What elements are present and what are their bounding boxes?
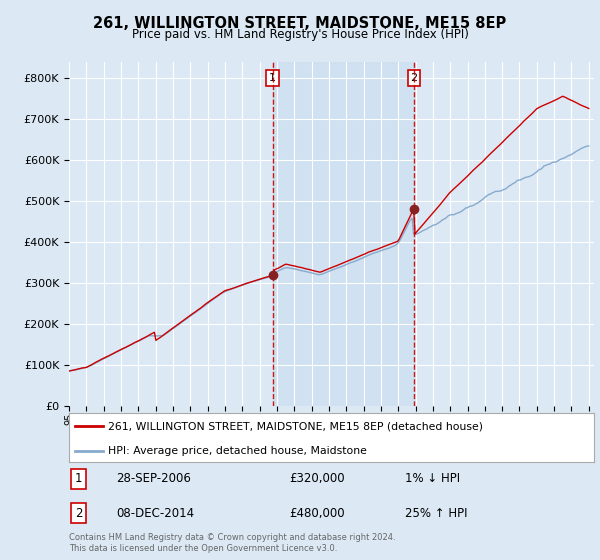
Text: HPI: Average price, detached house, Maidstone: HPI: Average price, detached house, Maid… <box>109 446 367 456</box>
Text: 2: 2 <box>410 73 418 83</box>
Text: 261, WILLINGTON STREET, MAIDSTONE, ME15 8EP (detached house): 261, WILLINGTON STREET, MAIDSTONE, ME15 … <box>109 421 484 431</box>
Text: 25% ↑ HPI: 25% ↑ HPI <box>405 507 467 520</box>
Text: 08-DEC-2014: 08-DEC-2014 <box>116 507 194 520</box>
Text: 1: 1 <box>269 73 276 83</box>
Text: 261, WILLINGTON STREET, MAIDSTONE, ME15 8EP: 261, WILLINGTON STREET, MAIDSTONE, ME15 … <box>94 16 506 31</box>
Text: 2: 2 <box>75 507 82 520</box>
Text: £320,000: £320,000 <box>290 473 345 486</box>
Text: 1% ↓ HPI: 1% ↓ HPI <box>405 473 460 486</box>
Text: Contains HM Land Registry data © Crown copyright and database right 2024.
This d: Contains HM Land Registry data © Crown c… <box>69 533 395 553</box>
Text: 1: 1 <box>75 473 82 486</box>
Text: Price paid vs. HM Land Registry's House Price Index (HPI): Price paid vs. HM Land Registry's House … <box>131 28 469 41</box>
Bar <box>272 62 414 406</box>
Text: 28-SEP-2006: 28-SEP-2006 <box>116 473 191 486</box>
Text: £480,000: £480,000 <box>290 507 345 520</box>
